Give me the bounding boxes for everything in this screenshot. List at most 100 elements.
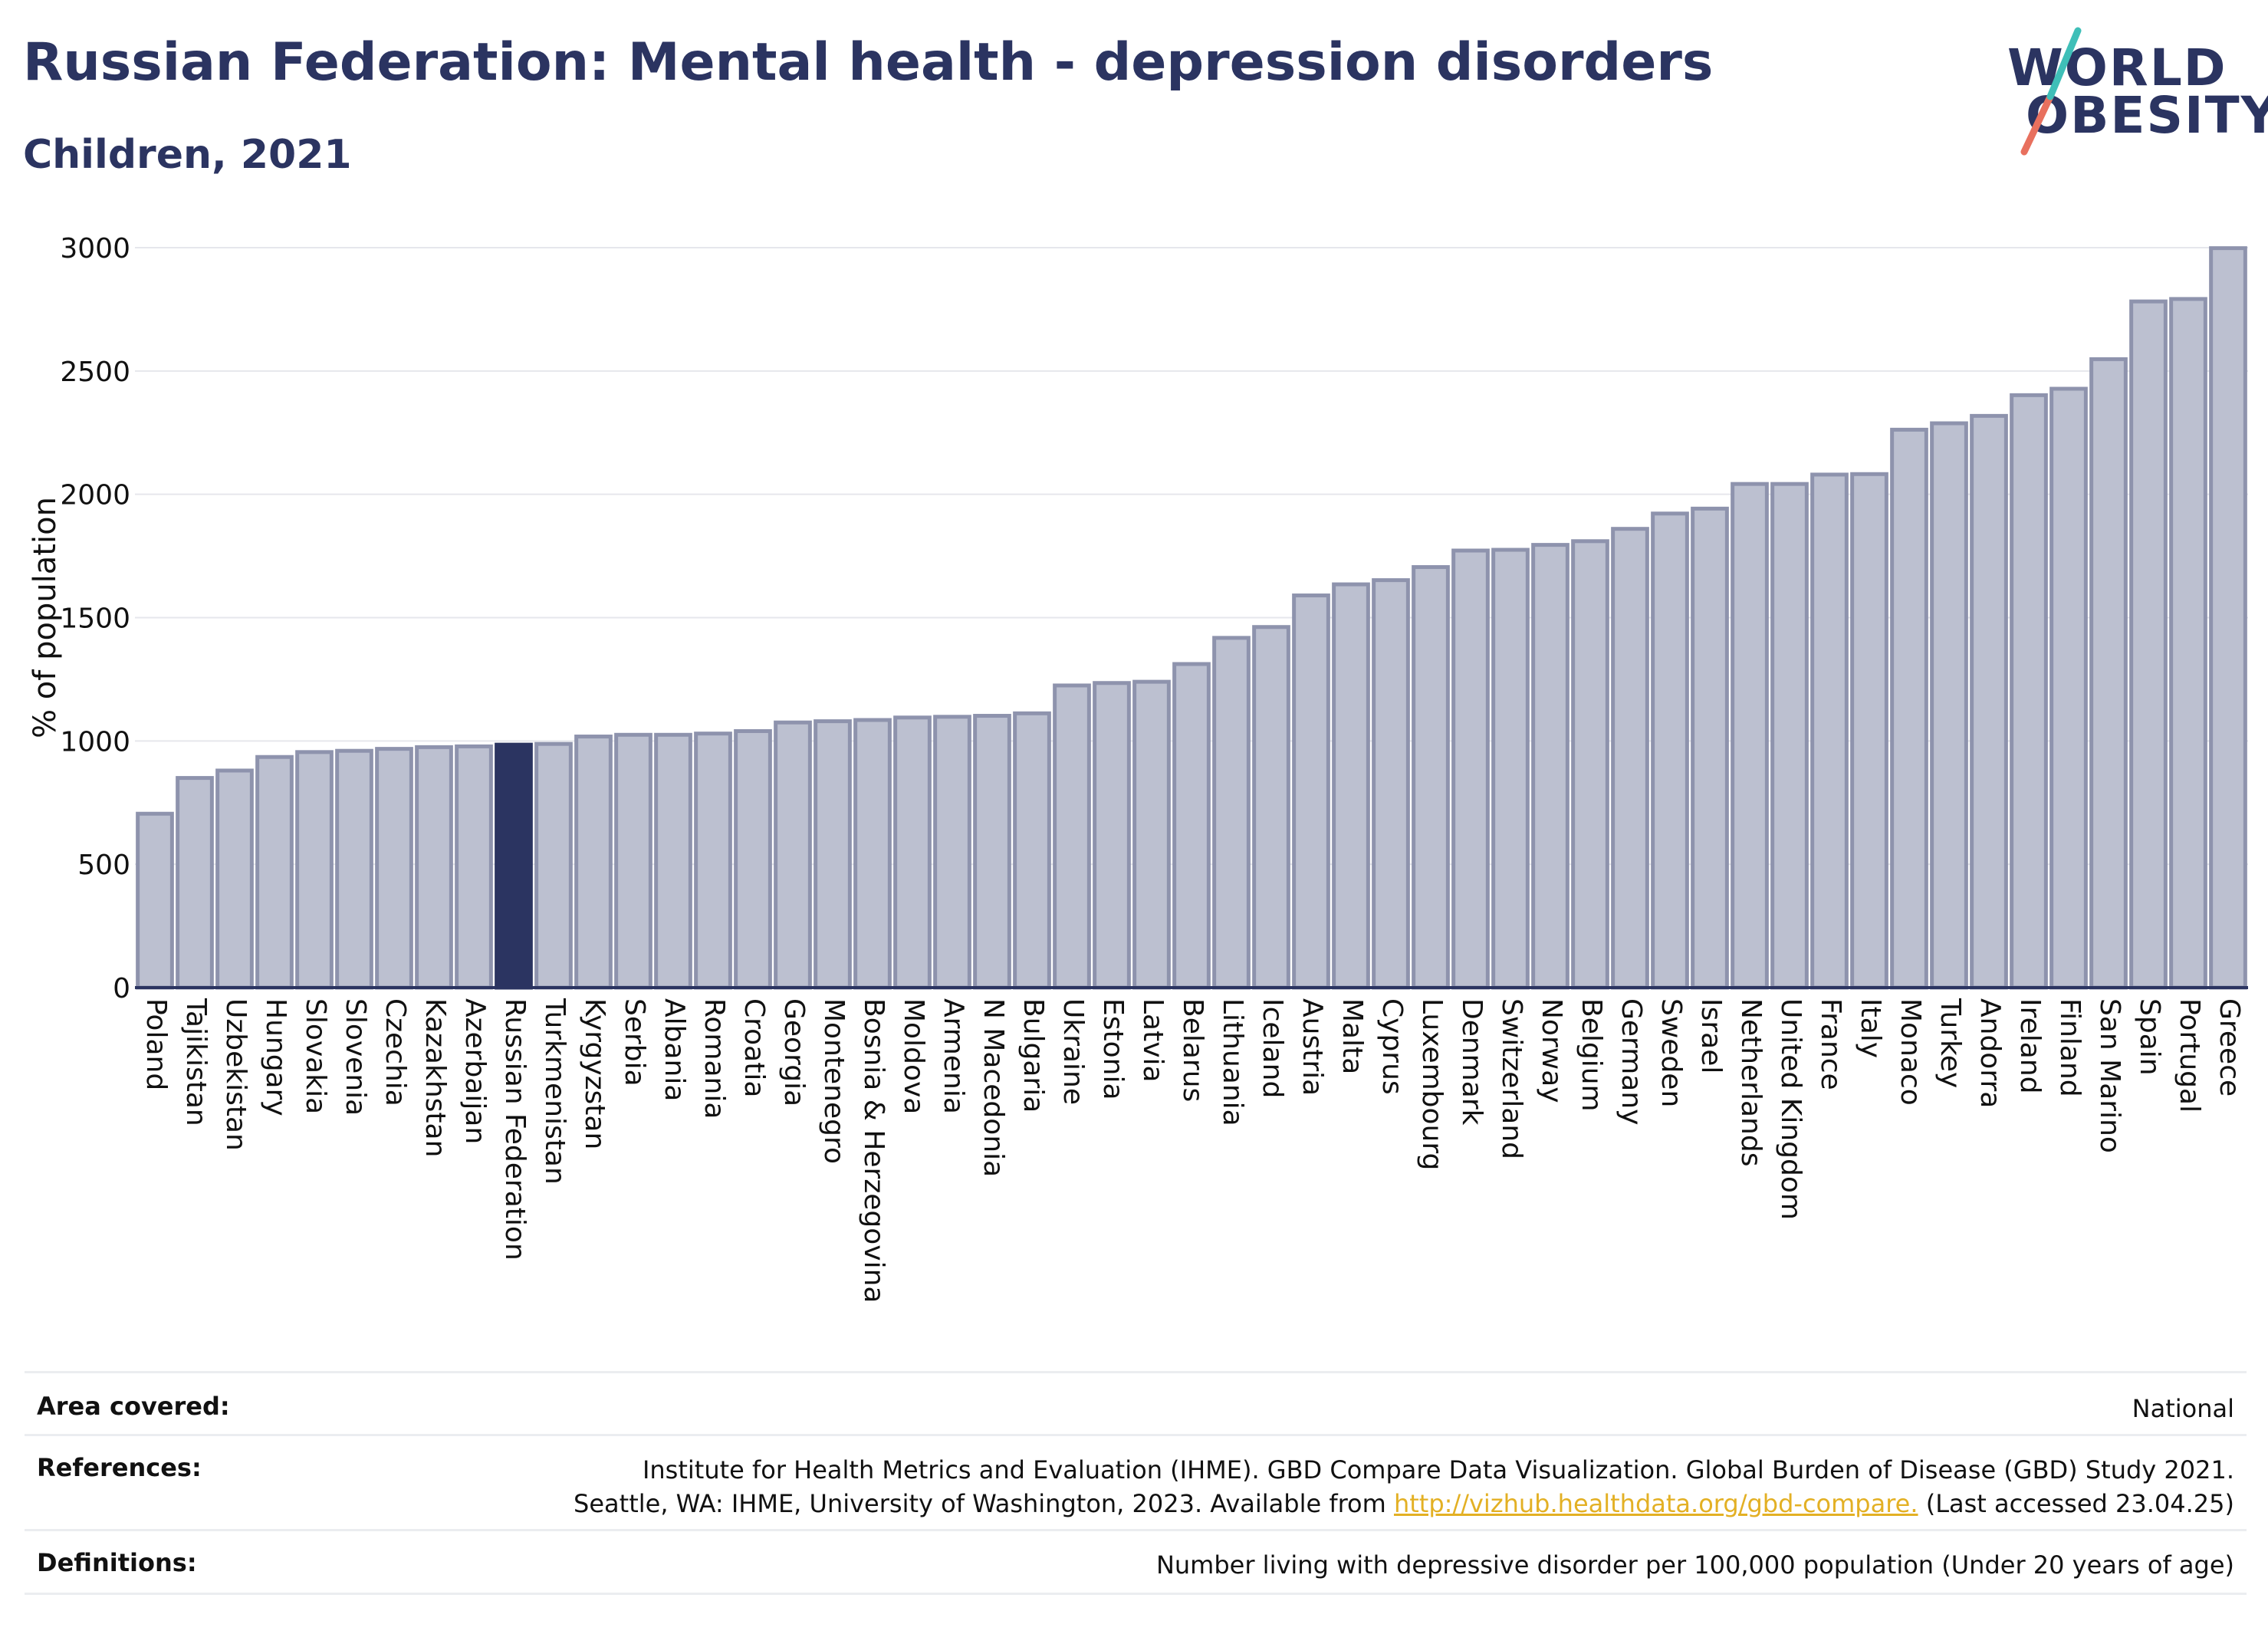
x-tick-label: Tajikistan xyxy=(180,998,212,1126)
bar-ireland xyxy=(2010,393,2048,990)
x-tick-label: Netherlands xyxy=(1735,998,1767,1166)
x-tick-label: Denmark xyxy=(1456,998,1487,1126)
x-tick-label: Slovakia xyxy=(300,998,331,1114)
bar-belarus xyxy=(1172,662,1211,990)
bar-austria xyxy=(1292,593,1330,990)
bar-turkey xyxy=(1930,421,1968,990)
x-tick-label: Ukraine xyxy=(1057,998,1089,1105)
x-tick-label: Bosnia & Herzegovina xyxy=(858,998,889,1303)
x-tick-label: Kyrgyzstan xyxy=(579,998,610,1149)
bar-croatia xyxy=(734,728,772,990)
bar-cyprus xyxy=(1372,578,1410,990)
x-tick-label: Russian Federation xyxy=(499,998,531,1261)
x-tick-label: Greece xyxy=(2214,998,2245,1096)
x-tick-label: Germany xyxy=(1616,998,1647,1125)
bar-serbia xyxy=(614,732,652,990)
bar-moldova xyxy=(893,715,932,990)
x-tick-label: Ireland xyxy=(2014,998,2046,1094)
bar-switzerland xyxy=(1491,547,1530,990)
bar-estonia xyxy=(1093,681,1131,990)
bar-monaco xyxy=(1890,427,1928,990)
x-tick-label: Finland xyxy=(2054,998,2086,1097)
bar-sweden xyxy=(1651,511,1689,990)
x-tick-label: Hungary xyxy=(260,998,291,1116)
bar-azerbaijan xyxy=(455,744,493,990)
bar-albania xyxy=(654,732,692,990)
x-tick-label: Israel xyxy=(1695,998,1727,1073)
footer-row-area: Area covered: National xyxy=(25,1371,2247,1434)
x-tick-label: Slovenia xyxy=(340,998,371,1116)
bar-ukraine xyxy=(1053,683,1091,990)
x-tick-label: Cyprus xyxy=(1376,998,1408,1095)
y-tick-label: 3000 xyxy=(60,233,130,265)
bar-italy xyxy=(1850,472,1888,990)
references-value: Institute for Health Metrics and Evaluat… xyxy=(574,1453,2247,1521)
bar-czechia xyxy=(375,747,413,990)
x-tick-label: Serbia xyxy=(619,998,650,1087)
x-tick-label: Montenegro xyxy=(818,998,850,1164)
x-tick-label: Iceland xyxy=(1257,998,1288,1098)
x-tick-label: Bulgaria xyxy=(1017,998,1049,1113)
bar-portugal xyxy=(2169,297,2207,990)
y-tick-label: 0 xyxy=(113,973,130,1004)
x-tick-label: Switzerland xyxy=(1496,998,1527,1159)
x-tick-label: Kazakhstan xyxy=(419,998,451,1157)
y-tick-label: 1000 xyxy=(60,726,130,758)
y-tick-label: 500 xyxy=(77,850,130,881)
bar-turkmenistan xyxy=(534,741,573,990)
bar-slovakia xyxy=(295,750,334,990)
references-line-2-end: (Last accessed 23.04.25) xyxy=(1918,1489,2234,1518)
bar-luxembourg xyxy=(1412,565,1450,990)
chart-title: Russian Federation: Mental health - depr… xyxy=(23,32,1714,93)
x-tick-label: Albania xyxy=(659,998,690,1101)
bar-slovenia xyxy=(335,748,373,990)
bar-latvia xyxy=(1132,679,1171,990)
x-tick-label: Turkmenistan xyxy=(539,998,570,1185)
references-line-1: Institute for Health Metrics and Evaluat… xyxy=(642,1455,2234,1484)
bar-andorra xyxy=(1970,413,2008,990)
bar-spain xyxy=(2129,299,2168,990)
x-tick-label: France xyxy=(1815,998,1846,1090)
area-covered-label: Area covered: xyxy=(37,1392,230,1421)
bar-russian-federation xyxy=(495,742,533,990)
x-tick-label: Spain xyxy=(2134,998,2165,1076)
x-tick-label: United Kingdom xyxy=(1775,998,1806,1220)
x-tick-label: Turkey xyxy=(1934,998,1966,1088)
bar-poland xyxy=(136,811,174,990)
x-tick-label: Belarus xyxy=(1177,998,1208,1102)
bar-lithuania xyxy=(1212,636,1251,990)
bar-belgium xyxy=(1571,539,1609,990)
bar-kyrgyzstan xyxy=(574,735,613,990)
bar-israel xyxy=(1691,506,1729,990)
references-label: References: xyxy=(37,1453,202,1482)
footer-row-references: References: Institute for Health Metrics… xyxy=(25,1434,2247,1529)
bar-montenegro xyxy=(814,719,852,990)
y-tick-label: 1500 xyxy=(60,603,130,635)
x-tick-label: Romania xyxy=(698,998,730,1119)
x-tick-label: Czechia xyxy=(380,998,411,1106)
bar-romania xyxy=(694,732,732,990)
x-tick-label: Malta xyxy=(1336,998,1368,1074)
x-tick-label: Croatia xyxy=(738,998,770,1097)
chart-footer: Area covered: National References: Insti… xyxy=(25,1371,2247,1595)
bar-san-marino xyxy=(2089,357,2128,990)
bar-armenia xyxy=(933,715,971,990)
x-tick-label: Portugal xyxy=(2174,998,2205,1113)
definitions-value: Number living with depressive disorder p… xyxy=(1155,1550,2234,1580)
x-tick-label: Georgia xyxy=(778,998,810,1106)
bar-georgia xyxy=(774,720,812,990)
bar-bulgaria xyxy=(1013,711,1051,990)
y-axis-label: % of population xyxy=(28,497,63,738)
logo-slash-icon xyxy=(2020,27,2082,156)
x-tick-label: Monaco xyxy=(1895,998,1926,1106)
x-tick-label: Italy xyxy=(1855,998,1886,1058)
x-tick-label: Moldova xyxy=(898,998,929,1114)
y-tick-label: 2000 xyxy=(60,480,130,511)
bar-tajikistan xyxy=(176,776,214,990)
bar-iceland xyxy=(1252,625,1290,990)
x-tick-label: Poland xyxy=(140,998,172,1090)
gbd-compare-link[interactable]: http://vizhub.healthdata.org/gbd-compare… xyxy=(1393,1489,1918,1518)
bar-bosnia-herzegovina xyxy=(853,718,892,990)
x-tick-label: Lithuania xyxy=(1217,998,1248,1126)
logo-line-2: OBESITY xyxy=(2026,86,2268,145)
